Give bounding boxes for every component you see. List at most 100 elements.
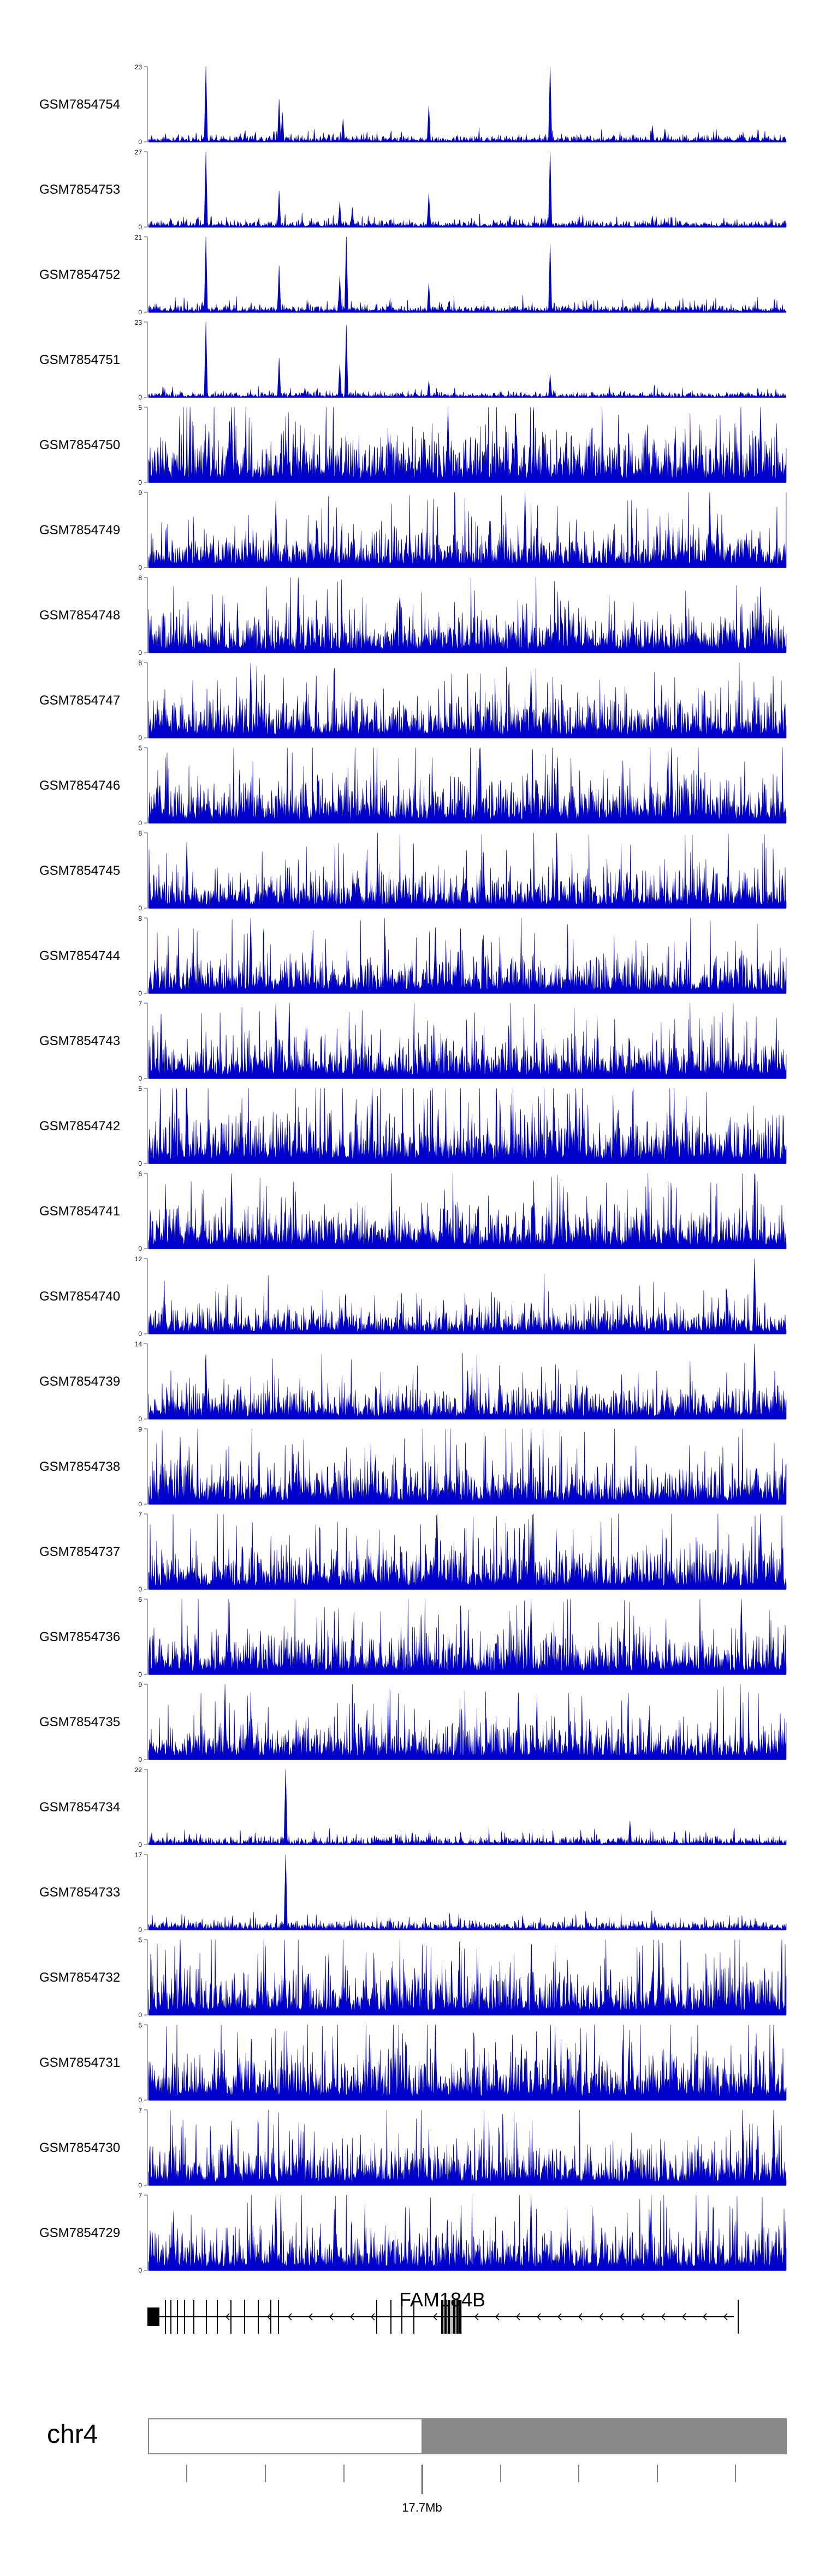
track-GSM7854745: GSM7854745 8 0 <box>39 830 787 912</box>
strand-chevron <box>619 2313 624 2321</box>
track-GSM7854734: GSM7854734 22 0 <box>39 1766 787 1848</box>
track-label: GSM7854729 <box>39 2226 120 2240</box>
track-label: GSM7854745 <box>39 863 120 878</box>
coverage-area <box>148 832 787 909</box>
coverage-area <box>148 662 787 738</box>
track-label: GSM7854744 <box>39 949 120 963</box>
y-axis-max-label: 21 <box>135 234 143 241</box>
y-axis-min-label: 0 <box>138 734 142 742</box>
y-axis-min-label: 0 <box>138 1330 142 1338</box>
y-axis-max-label: 6 <box>138 1170 142 1178</box>
track-label: GSM7854750 <box>39 438 120 452</box>
coverage-area <box>148 1258 787 1334</box>
y-axis-min-label: 0 <box>138 1756 142 1763</box>
y-axis-max-label: 17 <box>135 1851 143 1859</box>
y-axis-max-label: 8 <box>138 574 142 582</box>
track-label: GSM7854752 <box>39 267 120 282</box>
track-label: GSM7854754 <box>39 97 120 112</box>
y-axis-min-label: 0 <box>138 989 142 997</box>
y-axis-min-label: 0 <box>138 308 142 316</box>
strand-chevron <box>661 2313 666 2321</box>
track-GSM7854753: GSM7854753 27 0 <box>39 148 787 231</box>
track-GSM7854740: GSM7854740 12 0 <box>39 1255 787 1338</box>
y-axis-max-label: 22 <box>135 1766 143 1774</box>
y-axis-max-label: 8 <box>138 659 142 667</box>
y-axis-max-label: 14 <box>135 1340 143 1348</box>
strand-chevron <box>370 2313 375 2321</box>
coverage-area <box>148 2024 787 2101</box>
coverage-area <box>148 236 787 313</box>
track-label: GSM7854742 <box>39 1119 120 1134</box>
strand-chevron <box>723 2313 728 2321</box>
y-axis-max-label: 6 <box>138 1596 142 1603</box>
strand-chevron <box>287 2313 292 2321</box>
track-GSM7854730: GSM7854730 7 0 <box>39 2107 787 2189</box>
track-label: GSM7854743 <box>39 1034 120 1048</box>
coverage-area <box>148 1599 787 1675</box>
coverage-area <box>148 1173 787 1249</box>
coverage-area <box>148 1003 787 1079</box>
y-axis-max-label: 12 <box>135 1255 143 1263</box>
track-label: GSM7854740 <box>39 1289 120 1304</box>
strand-chevron <box>702 2313 707 2321</box>
y-axis-min-label: 0 <box>138 904 142 912</box>
strand-chevron <box>640 2313 645 2321</box>
track-label: GSM7854749 <box>39 523 120 538</box>
coverage-area <box>148 2195 787 2271</box>
y-axis-min-label: 0 <box>138 1671 142 1678</box>
track-label: GSM7854746 <box>39 778 120 793</box>
track-label: GSM7854732 <box>39 1970 120 1985</box>
y-axis-max-label: 5 <box>138 744 142 752</box>
track-label: GSM7854741 <box>39 1204 120 1219</box>
track-label: GSM7854737 <box>39 1545 120 1559</box>
track-GSM7854743: GSM7854743 7 0 <box>39 1000 787 1082</box>
coverage-area <box>148 151 787 228</box>
track-GSM7854744: GSM7854744 8 0 <box>39 915 787 997</box>
coverage-area <box>148 1088 787 1164</box>
strand-chevron <box>266 2313 271 2321</box>
strand-chevron <box>578 2313 583 2321</box>
exon-cluster <box>441 2300 462 2334</box>
coverage-area <box>148 1769 787 1845</box>
position-label: 17.7Mb <box>402 2501 442 2514</box>
y-axis-min-label: 0 <box>138 564 142 571</box>
y-axis-max-label: 9 <box>138 1426 142 1433</box>
y-axis-max-label: 7 <box>138 1511 142 1518</box>
track-label: GSM7854734 <box>39 1800 120 1815</box>
y-axis-min-label: 0 <box>138 819 142 827</box>
strand-chevron <box>515 2313 520 2321</box>
strand-chevron <box>349 2313 354 2321</box>
y-axis-min-label: 0 <box>138 2096 142 2104</box>
track-GSM7854746: GSM7854746 5 0 <box>39 744 787 827</box>
track-GSM7854742: GSM7854742 5 0 <box>39 1085 787 1167</box>
coverage-area <box>148 577 787 653</box>
y-axis-min-label: 0 <box>138 2181 142 2189</box>
track-label: GSM7854735 <box>39 1715 120 1730</box>
track-label: GSM7854730 <box>39 2140 120 2155</box>
track-label: GSM7854753 <box>39 182 120 197</box>
y-axis-max-label: 8 <box>138 830 142 837</box>
track-label: GSM7854738 <box>39 1459 120 1474</box>
track-GSM7854747: GSM7854747 8 0 <box>39 659 787 742</box>
chromosome-label: chr4 <box>47 2420 98 2449</box>
track-GSM7854749: GSM7854749 9 0 <box>39 489 787 571</box>
ideogram-ticks <box>186 2465 736 2494</box>
track-GSM7854732: GSM7854732 5 0 <box>39 1936 787 2019</box>
strand-chevron <box>329 2313 334 2321</box>
y-axis-min-label: 0 <box>138 1245 142 1253</box>
y-axis-min-label: 0 <box>138 1926 142 1934</box>
track-GSM7854733: GSM7854733 17 0 <box>39 1851 787 1934</box>
coverage-area <box>148 1343 787 1420</box>
track-GSM7854731: GSM7854731 5 0 <box>39 2022 787 2104</box>
track-GSM7854739: GSM7854739 14 0 <box>39 1340 787 1423</box>
gene-utr-block <box>147 2307 159 2326</box>
track-GSM7854729: GSM7854729 7 0 <box>39 2192 787 2274</box>
y-axis-min-label: 0 <box>138 479 142 486</box>
coverage-area <box>148 1684 787 1760</box>
coverage-area <box>148 2109 787 2186</box>
track-GSM7854754: GSM7854754 23 0 <box>39 63 787 146</box>
track-label: GSM7854733 <box>39 1885 120 1900</box>
strand-chevron <box>681 2313 686 2321</box>
y-axis-max-label: 9 <box>138 1681 142 1689</box>
track-GSM7854741: GSM7854741 6 0 <box>39 1170 787 1253</box>
